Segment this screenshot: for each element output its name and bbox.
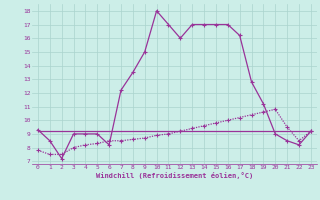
X-axis label: Windchill (Refroidissement éolien,°C): Windchill (Refroidissement éolien,°C) — [96, 172, 253, 179]
